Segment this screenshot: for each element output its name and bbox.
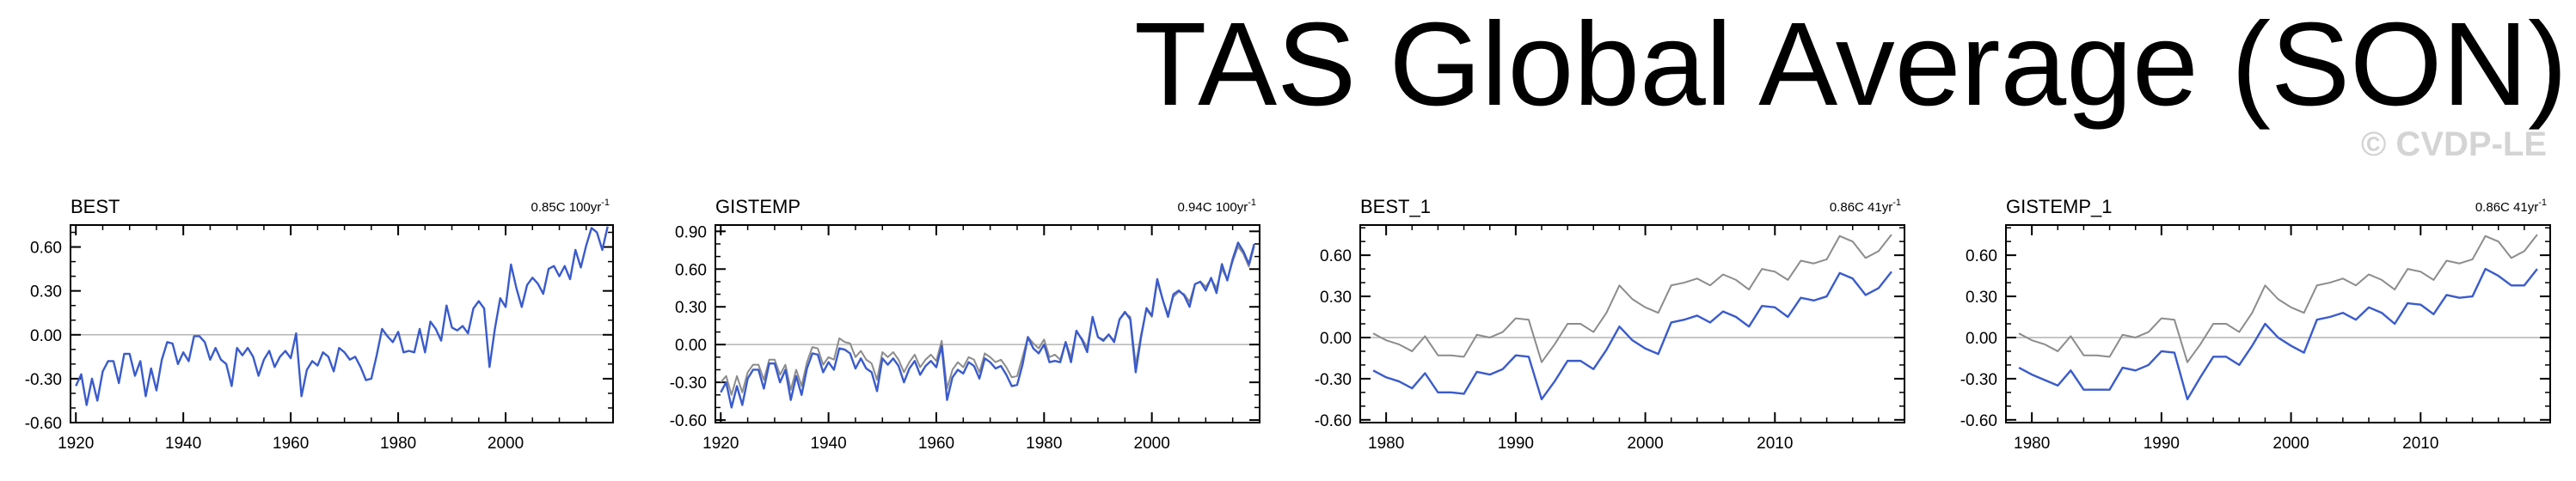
x-tick-label: 2000 — [2272, 435, 2309, 453]
x-tick-label: 2000 — [1627, 435, 1663, 453]
y-tick-label: -0.30 — [670, 374, 707, 393]
x-tick-label: 1940 — [165, 435, 201, 453]
series-line-2 — [1372, 271, 1892, 401]
chart-panel-2: 1920 1940 1960 1980 2000 0.90 0.60 0.30 0.00 -0.3… — [670, 196, 1260, 453]
x-tick-label: 1960 — [918, 435, 954, 453]
x-tick-label: 2010 — [2402, 435, 2438, 453]
y-tick-label: 0.60 — [1966, 247, 1997, 265]
x-tick-label: 2000 — [1134, 435, 1170, 453]
y-tick-label: -0.30 — [1960, 371, 1997, 389]
trend-label: 0.94C 100yr-1 — [1178, 198, 1257, 215]
y-tick-label: 0.00 — [675, 337, 707, 355]
y-tick-label: -0.60 — [1960, 412, 1997, 430]
series-line-2 — [720, 241, 1255, 409]
y-tick-label: -0.30 — [25, 371, 62, 389]
x-tick-label: 1980 — [380, 435, 416, 453]
panel-title: GISTEMP — [715, 196, 800, 217]
plot-frame — [715, 224, 1260, 423]
y-tick-label: -0.60 — [1315, 412, 1352, 430]
y-tick-label: 0.60 — [675, 261, 707, 279]
x-tick-label: 1980 — [1026, 435, 1062, 453]
series-line-2 — [2018, 267, 2538, 401]
x-tick-label: 1920 — [58, 435, 94, 453]
y-tick-label: 0.90 — [675, 223, 707, 241]
x-tick-label: 1960 — [273, 435, 309, 453]
y-tick-label: 0.60 — [1320, 247, 1352, 265]
y-tick-label: 0.30 — [675, 299, 707, 317]
y-tick-label: 0.00 — [30, 327, 62, 345]
x-tick-label: 1980 — [2014, 435, 2050, 453]
y-tick-label: 0.30 — [30, 283, 62, 301]
chart-panel-3: 1980 1990 2000 2010 0.60 0.30 0.00 -0.30 -0.60 BE… — [1315, 196, 1905, 453]
panel-title: BEST — [71, 196, 120, 217]
x-tick-label: 2000 — [488, 435, 524, 453]
series-line-1 — [720, 245, 1255, 396]
plot-frame — [2005, 224, 2551, 423]
chart-panel-1: 1920 1940 1960 1980 2000 0.60 0.30 0.00 -0.30 -0.… — [25, 196, 614, 453]
series-line-1 — [75, 226, 609, 406]
plot-frame — [70, 224, 614, 423]
panel-title: BEST_1 — [1360, 196, 1431, 217]
trend-label: 0.86C 41yr-1 — [2475, 198, 2547, 215]
trend-label: 0.86C 41yr-1 — [1830, 198, 1901, 215]
x-tick-label: 1940 — [810, 435, 846, 453]
x-tick-label: 1990 — [1498, 435, 1534, 453]
y-tick-label: -0.60 — [25, 415, 62, 433]
series-line-1 — [1372, 234, 1892, 363]
trend-label: 0.85C 100yr-1 — [531, 198, 610, 215]
y-tick-label: -0.30 — [1315, 371, 1352, 389]
y-tick-label: 0.30 — [1320, 289, 1352, 307]
plot-frame — [1359, 224, 1905, 423]
watermark-copyright: © CVDP-LE — [2360, 125, 2547, 163]
y-tick-label: -0.60 — [670, 412, 707, 430]
x-tick-label: 1980 — [1368, 435, 1404, 453]
panel-title: GISTEMP_1 — [2006, 196, 2112, 217]
page-title: TAS Global Average (SON) — [1134, 0, 2567, 131]
y-tick-label: 0.60 — [30, 240, 62, 258]
x-tick-label: 1990 — [2144, 435, 2180, 453]
chart-panel-4: 1980 1990 2000 2010 0.60 0.30 0.00 -0.30 -0.60 GI… — [1960, 196, 2551, 453]
y-tick-label: 0.30 — [1966, 289, 1997, 307]
x-tick-label: 2010 — [1757, 435, 1793, 453]
x-tick-label: 1920 — [702, 435, 739, 453]
y-tick-label: 0.00 — [1966, 330, 1997, 348]
series-line-1 — [2018, 234, 2538, 363]
y-tick-label: 0.00 — [1320, 330, 1352, 348]
